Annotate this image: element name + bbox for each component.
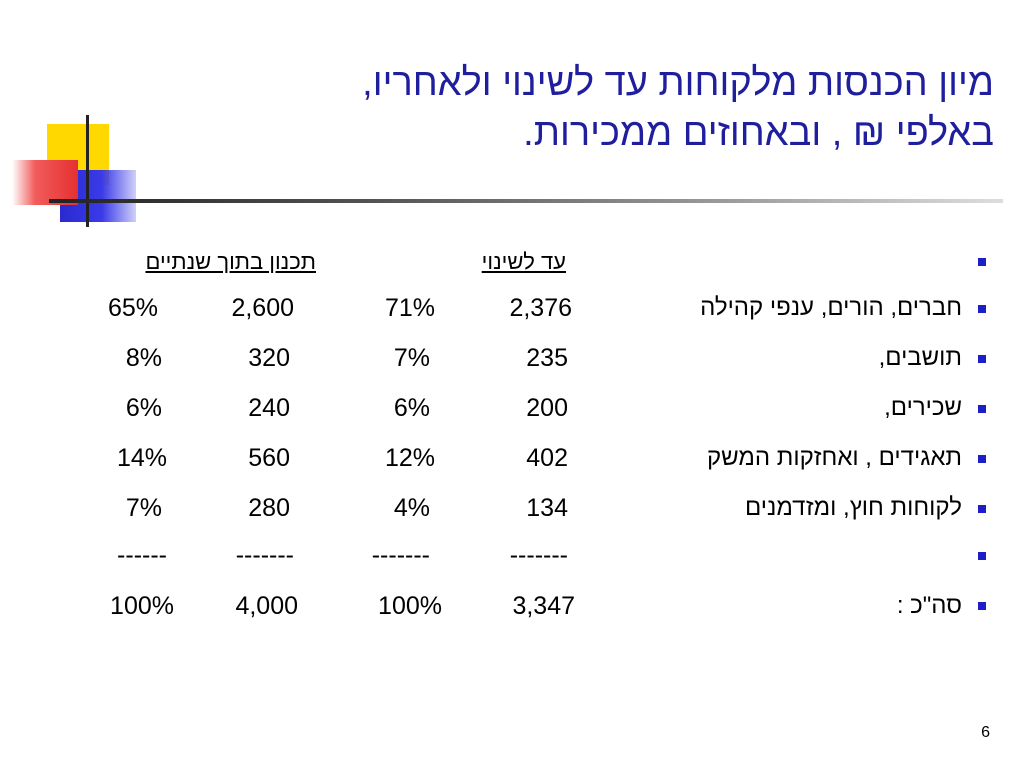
bullet-icon <box>978 602 986 610</box>
row-until-percent: 7% <box>393 344 430 372</box>
row-until-percent: 12% <box>384 444 435 472</box>
slide-title-line-2: באלפי ₪ , ובאחוזים ממכירות. <box>523 112 994 154</box>
row-plan-value: 2,600 <box>231 294 294 322</box>
row-until-value: 134 <box>526 494 568 522</box>
bullet-icon <box>978 258 986 266</box>
row-plan-percent: 7% <box>125 494 162 522</box>
row-plan-percent: 8% <box>125 344 162 372</box>
bullet-icon <box>978 552 986 560</box>
row-until-value: 200 <box>526 394 568 422</box>
bullet-icon <box>978 455 986 463</box>
row-until-value: 2,376 <box>509 294 572 322</box>
title-underline-rule <box>49 199 1003 203</box>
bullet-icon <box>978 505 986 513</box>
row-until-percent: 71% <box>384 294 435 322</box>
logo-vertical-line <box>86 115 89 227</box>
header-plan-two-years: תכנון בתוך שנתיים <box>145 249 316 274</box>
separator-until-value: ------- <box>509 541 568 569</box>
page-number: 6 <box>981 724 990 741</box>
separator-plan-value: ------- <box>235 541 294 569</box>
bullet-icon <box>978 355 986 363</box>
header-until-change: עד לשינוי <box>481 249 566 274</box>
bullet-icon <box>978 405 986 413</box>
row-plan-value: 320 <box>248 344 290 372</box>
total-plan-percent: 100% <box>110 592 174 620</box>
bullet-icon <box>978 305 986 313</box>
row-plan-value: 240 <box>248 394 290 422</box>
total-plan-value: 4,000 <box>235 592 298 620</box>
row-plan-percent: 65% <box>107 294 158 322</box>
total-label: סה"כ : <box>896 592 962 619</box>
row-plan-value: 280 <box>248 494 290 522</box>
row-plan-value: 560 <box>248 444 290 472</box>
row-label: תושבים, <box>878 344 962 371</box>
row-until-percent: 4% <box>393 494 430 522</box>
row-label: לקוחות חוץ, ומזדמנים <box>744 494 962 521</box>
row-label: חברים, הורים, ענפי קהילה <box>700 294 962 321</box>
row-until-percent: 6% <box>393 394 430 422</box>
row-plan-percent: 14% <box>116 444 167 472</box>
row-plan-percent: 6% <box>125 394 162 422</box>
separator-plan-percent: ------ <box>117 541 167 569</box>
logo-red-square <box>12 160 78 205</box>
row-label: שכירים, <box>884 394 962 421</box>
total-until-percent: 100% <box>378 592 442 620</box>
total-until-value: 3,347 <box>512 592 575 620</box>
row-until-value: 402 <box>526 444 568 472</box>
separator-until-percent: ------- <box>371 541 430 569</box>
slide-title: מיון הכנסות מלקוחות עד לשינוי ולאחריו, ב… <box>114 58 994 158</box>
row-label: תאגידים , ואחזקות המשק <box>706 444 962 471</box>
slide-title-line-1: מיון הכנסות מלקוחות עד לשינוי ולאחריו, <box>362 62 994 104</box>
row-until-value: 235 <box>526 344 568 372</box>
